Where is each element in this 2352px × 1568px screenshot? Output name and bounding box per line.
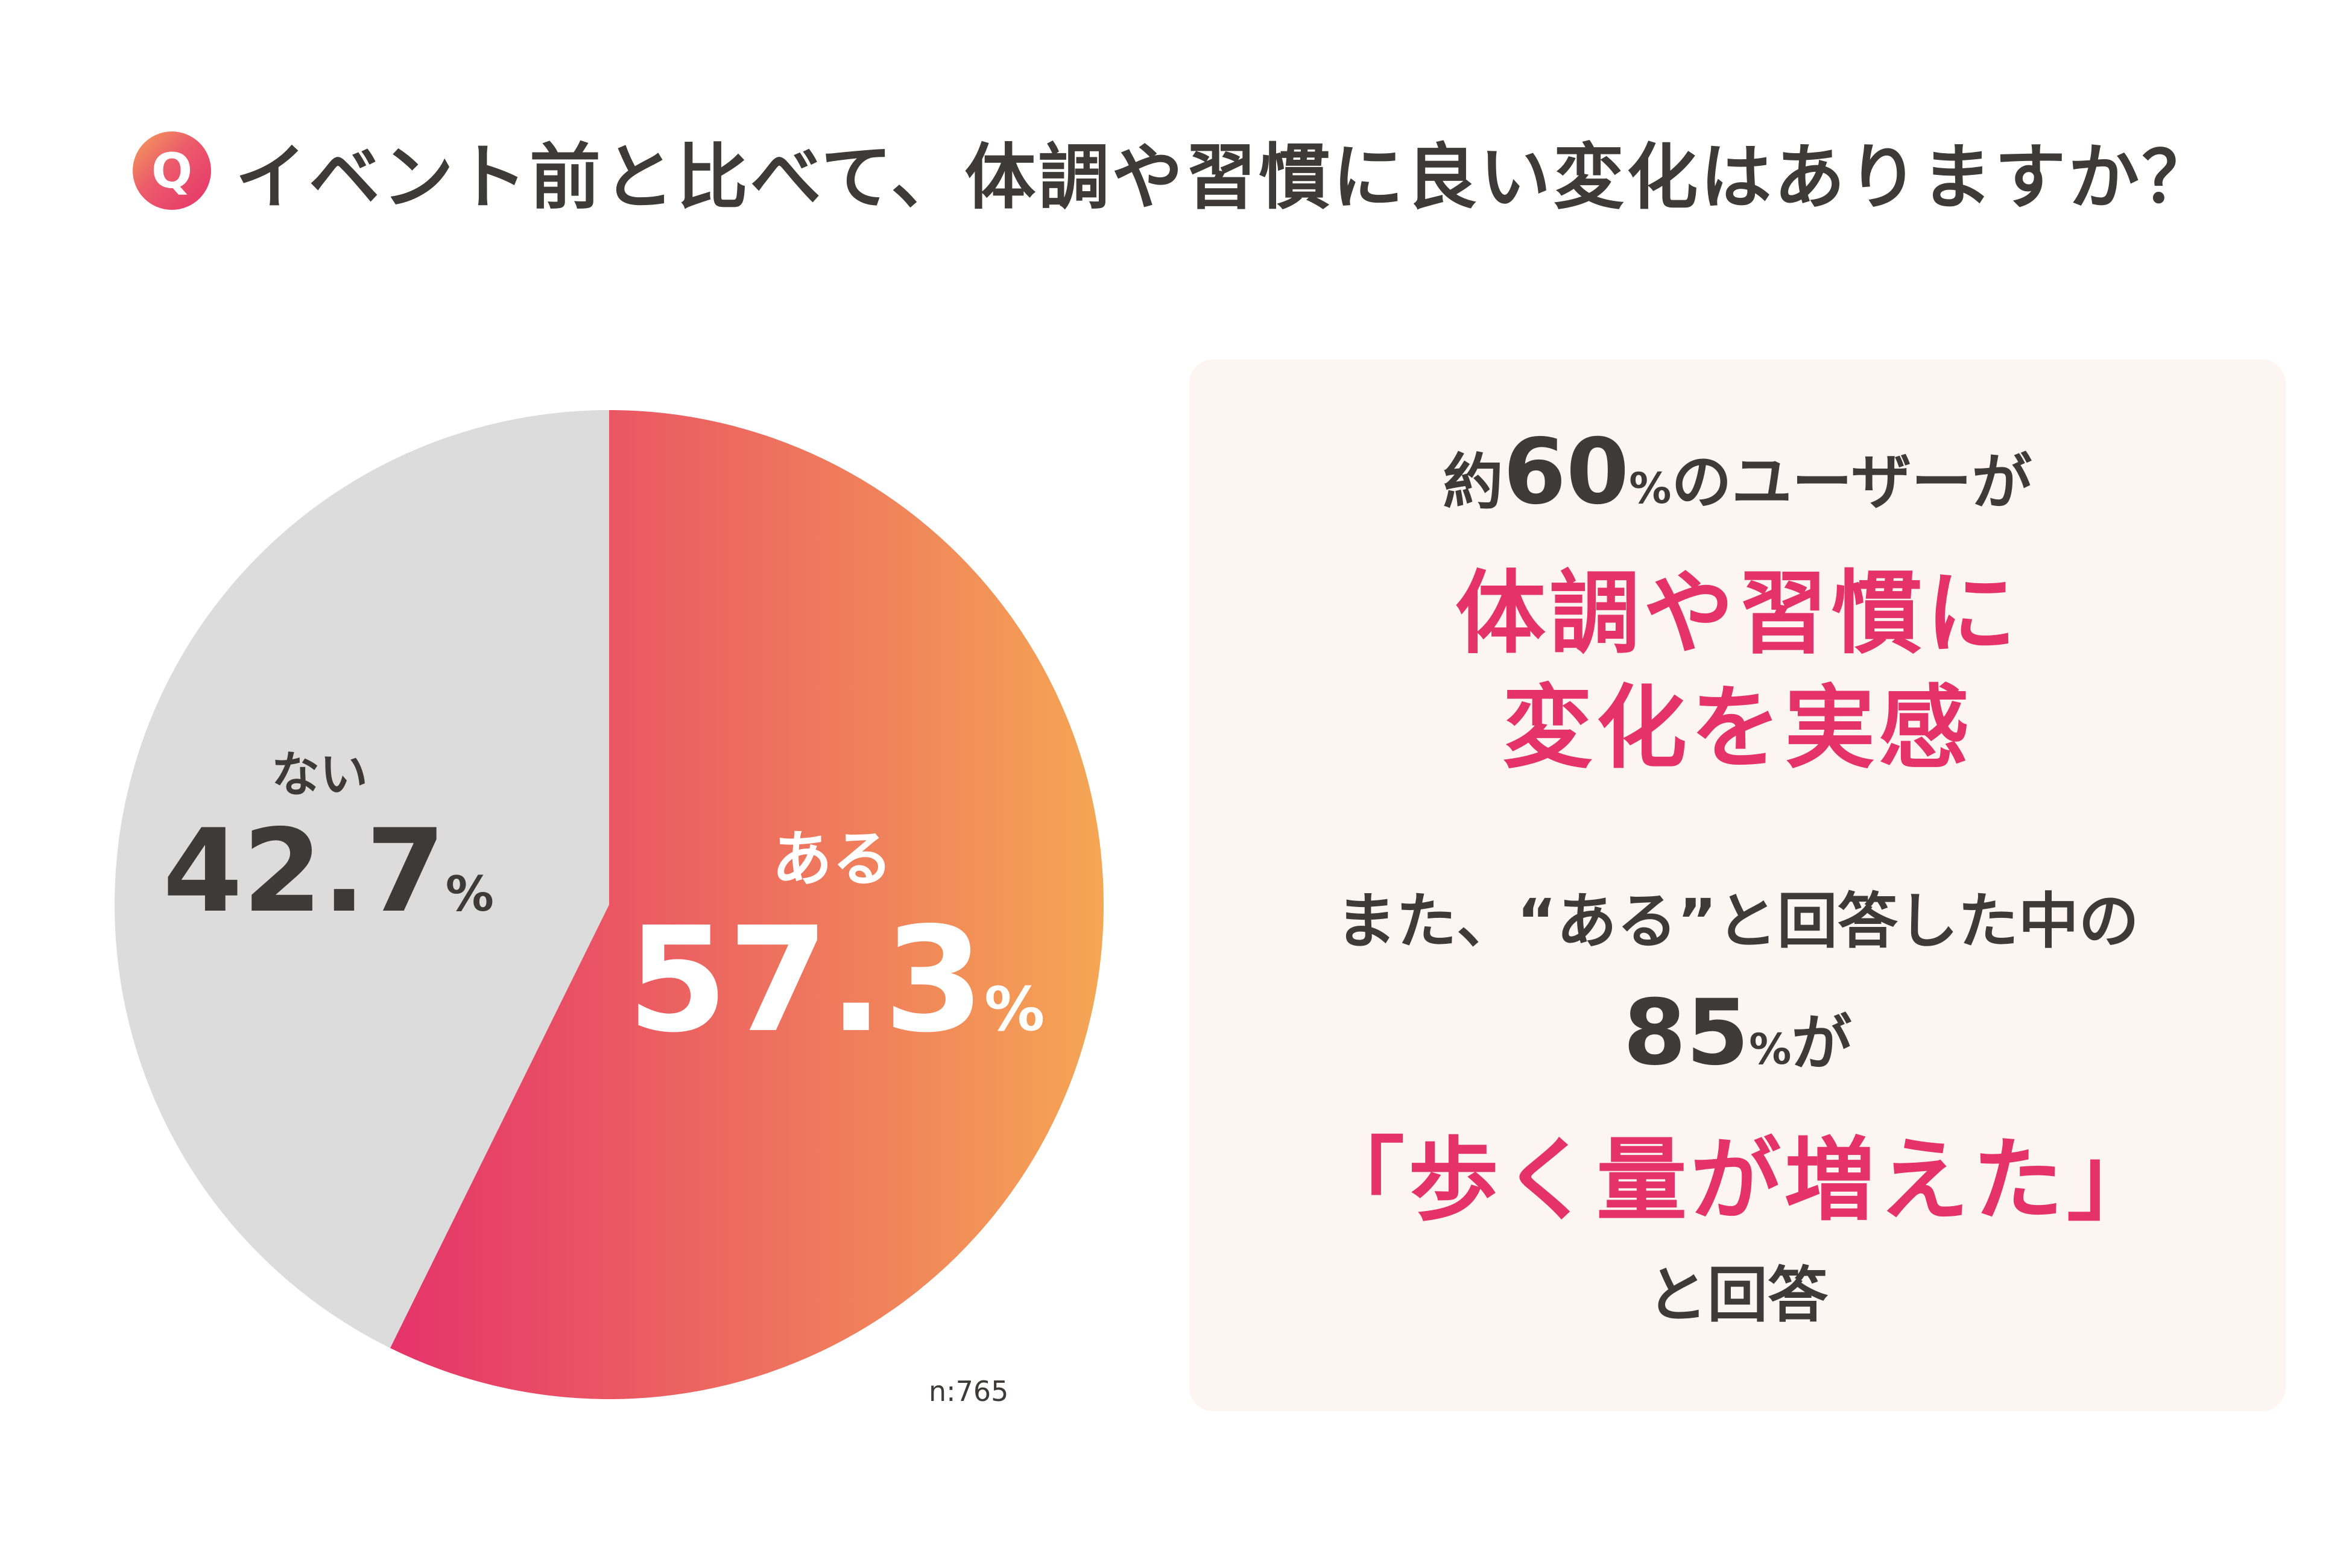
question-badge-letter: Q [151, 142, 192, 199]
summary-line1-prefix: 約 [1443, 447, 1503, 517]
summary-line2: また、“ある”と回答した中の [1336, 886, 2139, 956]
slice-unit-no: % [445, 866, 494, 922]
summary-line1: 約60%のユーザーが [1189, 420, 2286, 525]
question-badge: Q [133, 131, 211, 210]
summary-line4: と回答 [1647, 1260, 1828, 1330]
summary-line1-number: 60 [1503, 420, 1630, 525]
slice-unit-yes: % [984, 974, 1045, 1045]
pie-chart [115, 410, 1104, 1399]
summary-line3-number: 85 [1623, 981, 1750, 1086]
summary-line3-unit: % [1749, 1025, 1792, 1074]
summary-line1-suffix: のユーザーが [1671, 447, 2032, 517]
summary-highlight1-line1: 体調や習慣に [1455, 561, 2020, 666]
slice-label-yes: ある 57.3% [627, 817, 1045, 1058]
summary-line3: 85%が [1189, 981, 2286, 1086]
slice-label-no: ない 42.7% [163, 742, 494, 938]
summary-line1-unit: % [1629, 464, 1672, 513]
question-title: イベント前と比べて、体調や習慣に良い変化はありますか？ [235, 135, 2216, 219]
pie-slice-yes [390, 410, 1104, 1399]
slice-name-yes: ある [772, 824, 893, 894]
slice-value-no: 42.7 [163, 805, 446, 938]
sample-size-label: n:765 [929, 1375, 1009, 1408]
summary-highlight2: 「歩く量が増えた」 [1314, 1128, 2161, 1233]
pie-slice-no [115, 410, 609, 1348]
question-header: Q イベント前と比べて、体調や習慣に良い変化はありますか？ [133, 119, 2215, 222]
slice-name-no: ない [271, 747, 368, 803]
summary-line3-suffix: が [1791, 1008, 1852, 1078]
summary-highlight1-line2: 変化を実感 [1502, 676, 1973, 781]
summary-panel: 約60%のユーザーが 体調や習慣に 変化を実感 また、“ある”と回答した中の 8… [1189, 359, 2286, 1411]
slice-value-yes: 57.3 [627, 896, 985, 1064]
